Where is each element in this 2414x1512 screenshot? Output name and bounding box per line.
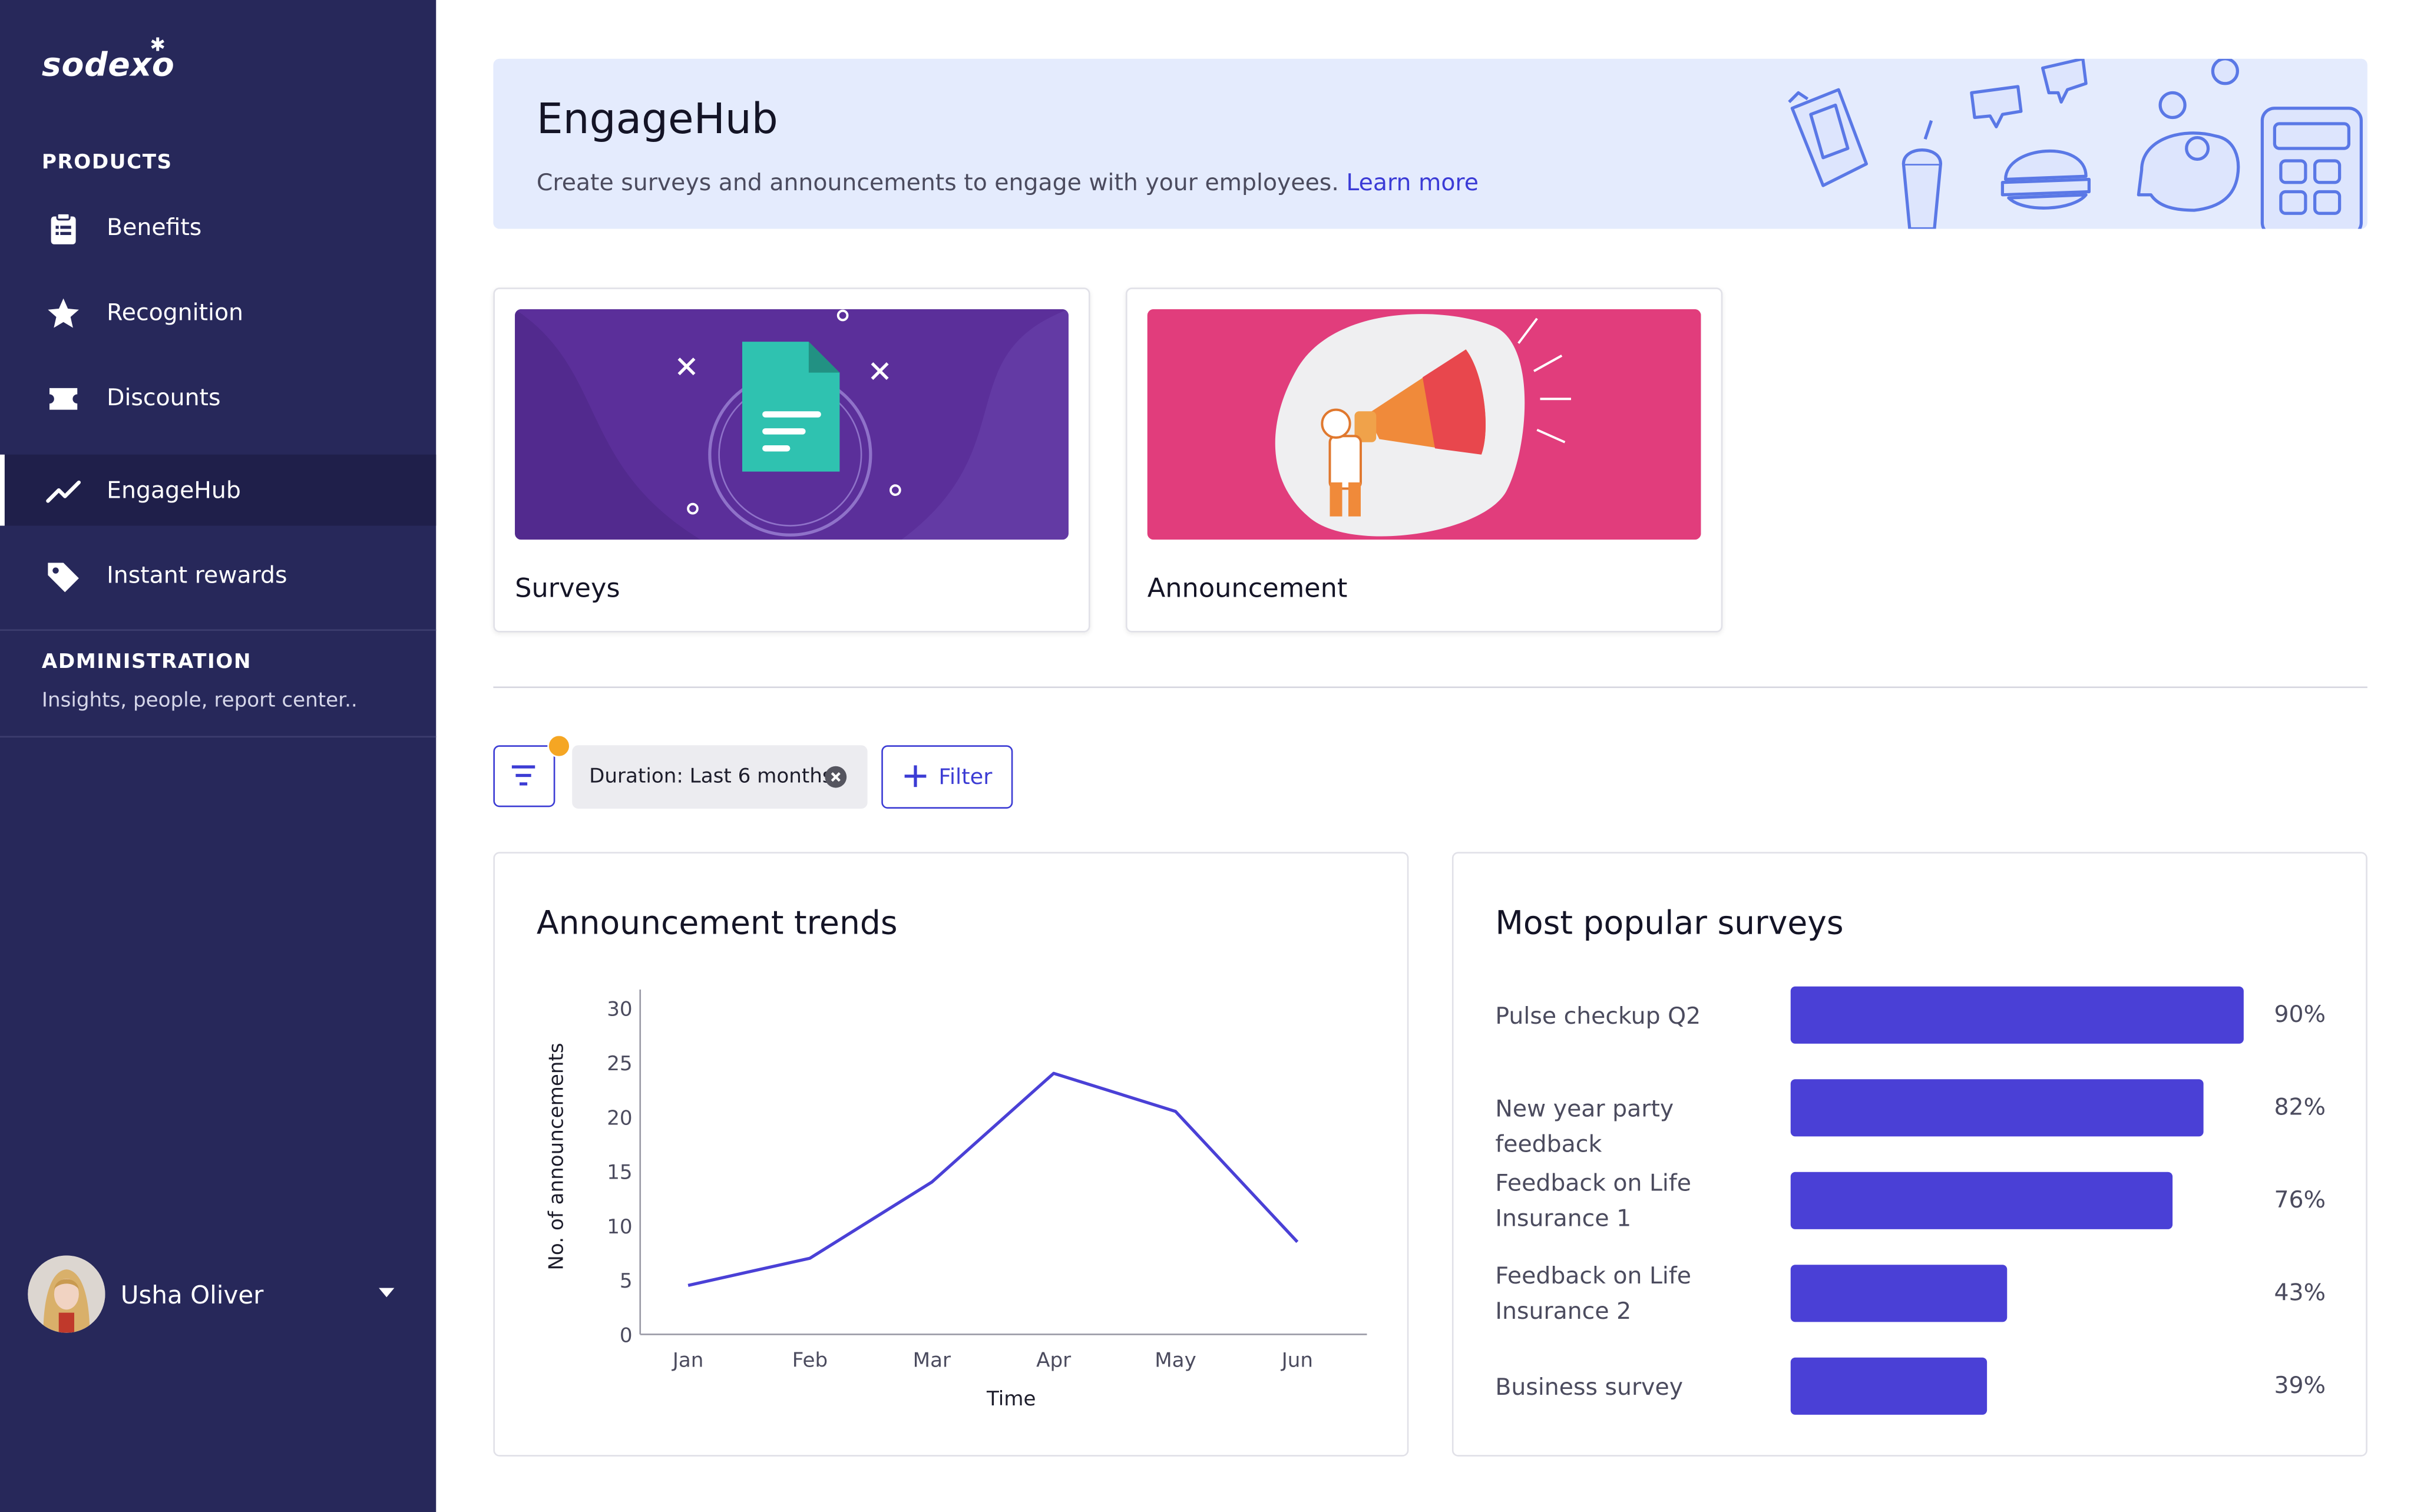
sidebar-item-benefits[interactable]: Benefits — [0, 192, 436, 263]
duration-filter-chip[interactable]: Duration: Last 6 months — [572, 745, 867, 809]
tag-icon — [45, 558, 82, 595]
caret-down-icon — [378, 1286, 396, 1299]
sidebar-item-label: Benefits — [107, 213, 201, 241]
survey-percentage: 76% — [2273, 1186, 2326, 1213]
survey-bar[interactable] — [1791, 1265, 2007, 1322]
survey-label: Pulse checkup Q2 — [1495, 998, 1781, 1033]
sodexo-logo[interactable]: sodexo✱ — [42, 47, 175, 84]
y-tick-label: 0 — [620, 1324, 633, 1348]
sidebar: sodexo✱ PRODUCTS Benefits Recognition Di… — [0, 0, 436, 1512]
duration-filter-label: Duration: Last 6 months — [589, 765, 833, 788]
survey-bar[interactable] — [1791, 1079, 2203, 1136]
plus-icon — [901, 762, 929, 790]
popular-surveys-title: Most popular surveys — [1495, 905, 1843, 942]
survey-percentage: 39% — [2273, 1371, 2326, 1399]
sidebar-divider — [0, 736, 436, 738]
logo-star-icon: ✱ — [150, 34, 166, 56]
user-menu[interactable]: Usha Oliver — [28, 1256, 414, 1336]
filter-toggle-button[interactable] — [493, 745, 555, 807]
sidebar-item-label: Recognition — [107, 299, 243, 326]
x-tick-label: Apr — [1036, 1349, 1072, 1372]
x-axis-title: Time — [986, 1387, 1036, 1411]
filter-icon — [495, 747, 552, 804]
surveys-illustration — [515, 309, 1069, 540]
announcement-card-title: Announcement — [1148, 574, 1348, 605]
products-section-label: PRODUCTS — [42, 151, 173, 174]
engagehub-banner: EngageHub Create surveys and announcemen… — [493, 59, 2367, 229]
surveys-card-title: Surveys — [515, 574, 620, 605]
x-tick-label: Jun — [1281, 1349, 1313, 1372]
announcement-card[interactable]: Announcement — [1126, 287, 1722, 632]
learn-more-link[interactable]: Learn more — [1346, 168, 1479, 196]
survey-label: Feedback on Life Insurance 2 — [1495, 1259, 1781, 1330]
popular-surveys-panel: Most popular surveys Pulse checkup Q2 90%… — [1452, 852, 2367, 1456]
administration-link[interactable]: ADMINISTRATION — [42, 651, 252, 674]
remove-filter-icon[interactable] — [824, 765, 847, 788]
survey-bar[interactable] — [1791, 987, 2243, 1044]
y-tick-label: 10 — [607, 1215, 632, 1239]
avatar — [28, 1256, 105, 1333]
series-line — [688, 1073, 1297, 1285]
trend-icon — [45, 473, 82, 510]
add-filter-label: Filter — [938, 765, 992, 790]
x-tick-label: Mar — [913, 1349, 951, 1372]
sidebar-item-instant-rewards[interactable]: Instant rewards — [0, 540, 436, 611]
survey-percentage: 82% — [2273, 1093, 2326, 1121]
y-tick-label: 20 — [607, 1106, 632, 1130]
survey-label: New year party feedback — [1495, 1091, 1781, 1162]
ticket-icon — [45, 381, 82, 418]
sidebar-item-label: Instant rewards — [107, 561, 287, 589]
star-icon — [45, 295, 82, 332]
banner-illustration — [1777, 59, 2367, 229]
survey-percentage: 90% — [2273, 1000, 2326, 1028]
survey-bar[interactable] — [1791, 1172, 2172, 1229]
x-tick-label: May — [1155, 1349, 1196, 1372]
y-axis-title: No. of announcements — [545, 1043, 568, 1270]
y-tick-label: 30 — [607, 998, 632, 1021]
sidebar-item-engagehub[interactable]: EngageHub — [0, 455, 436, 526]
y-tick-label: 15 — [607, 1161, 632, 1185]
announcement-trends-chart: 0 5 10 15 20 25 30 Jan Feb Mar Apr May Jun Time No. of… — [495, 853, 1407, 1455]
x-tick-label: Feb — [792, 1349, 828, 1372]
survey-bar[interactable] — [1791, 1358, 1987, 1415]
clipboard-icon — [45, 210, 82, 247]
sidebar-divider — [0, 629, 436, 631]
banner-description: Create surveys and announcements to enga… — [537, 168, 1479, 196]
y-tick-label: 25 — [607, 1052, 632, 1076]
sidebar-item-discounts[interactable]: Discounts — [0, 362, 436, 433]
add-filter-button[interactable]: Filter — [881, 745, 1013, 809]
y-tick-label: 5 — [620, 1269, 633, 1293]
page-title: EngageHub — [537, 96, 778, 144]
sidebar-item-label: EngageHub — [107, 477, 241, 504]
x-tick-label: Jan — [672, 1349, 704, 1372]
sidebar-item-label: Discounts — [107, 383, 220, 411]
section-divider — [493, 687, 2367, 689]
administration-description: Insights, people, report center.. — [42, 690, 358, 713]
surveys-card[interactable]: Surveys — [493, 287, 1090, 632]
filter-active-badge — [547, 735, 570, 757]
sidebar-item-recognition[interactable]: Recognition — [0, 277, 436, 348]
announcement-illustration — [1148, 309, 1701, 540]
user-name: Usha Oliver — [121, 1281, 264, 1310]
survey-label: Feedback on Life Insurance 1 — [1495, 1166, 1781, 1237]
survey-percentage: 43% — [2273, 1279, 2326, 1306]
survey-label: Business survey — [1495, 1369, 1781, 1404]
